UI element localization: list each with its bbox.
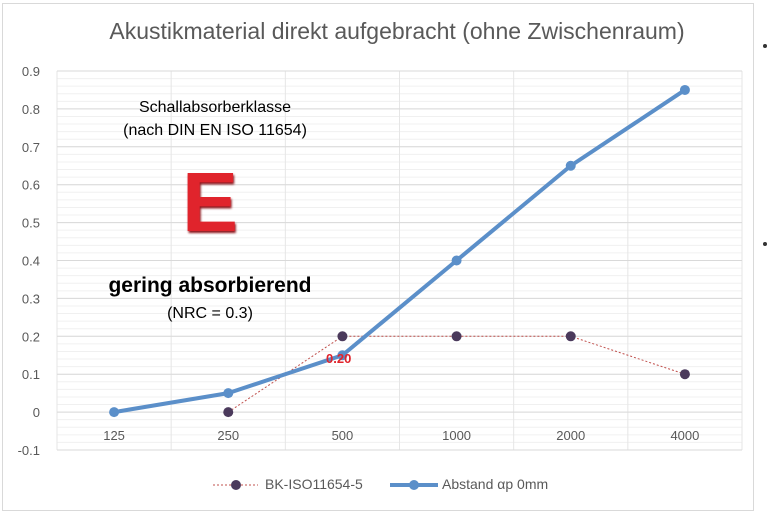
data-point-abstand [451,255,462,266]
legend-label-abstand: Abstand αp 0mm [442,476,549,492]
series-line-bk [227,335,686,413]
y-tick-label: 0.5 [22,216,40,231]
data-point-abstand [337,350,348,361]
y-tick-label: 0.6 [22,178,40,193]
data-point-bk [337,331,348,342]
data-label-500: 0.20 [326,351,352,366]
data-point-bk [679,369,690,380]
data-point-bk [451,331,462,342]
data-point-abstand [679,84,690,95]
data-point-abstand [223,388,234,399]
y-tick-label: 0.4 [22,254,40,269]
edge-dot [763,242,767,246]
edge-dot [763,44,767,48]
x-tick-label: 4000 [670,428,699,443]
x-tick-label: 2000 [556,428,585,443]
class-letter: E [181,155,239,249]
x-tick-label: 125 [103,428,125,443]
series-line-abstand [113,88,687,415]
data-point-abstand [565,160,576,171]
y-tick-label: 0.7 [22,140,40,155]
x-tick-label: 1000 [442,428,471,443]
legend-label-bk: BK-ISO11654-5 [265,476,363,492]
y-tick-label: 0.3 [22,291,40,306]
y-tick-label: 0.8 [22,102,40,117]
y-tick-label: 0.2 [22,329,40,344]
y-tick-label: -0.1 [18,443,40,458]
class-heading-line2: (nach DIN EN ISO 11654) [123,122,307,139]
chart-title: Akustikmaterial direkt aufgebracht (ohne… [109,18,685,44]
legend-marker-abstand [409,480,419,490]
x-tick-label: 250 [217,428,239,443]
y-tick-label: 0.1 [22,367,40,382]
data-point-bk [565,331,576,342]
class-heading: Schallabsorberklasse (nach DIN EN ISO 11… [95,96,335,142]
y-tick-label: 0.9 [22,64,40,79]
class-heading-line1: Schallabsorberklasse [138,99,292,116]
nrc-value: (NRC = 0.3) [167,305,253,322]
y-tick-label: 0 [33,405,40,420]
legend-markers [213,480,438,490]
x-tick-label: 500 [332,428,354,443]
data-point-abstand [109,407,120,418]
chart-frame [2,3,754,511]
class-description: gering absorbierend [108,274,312,297]
legend-marker-bk [231,480,241,490]
data-point-bk [223,407,234,418]
